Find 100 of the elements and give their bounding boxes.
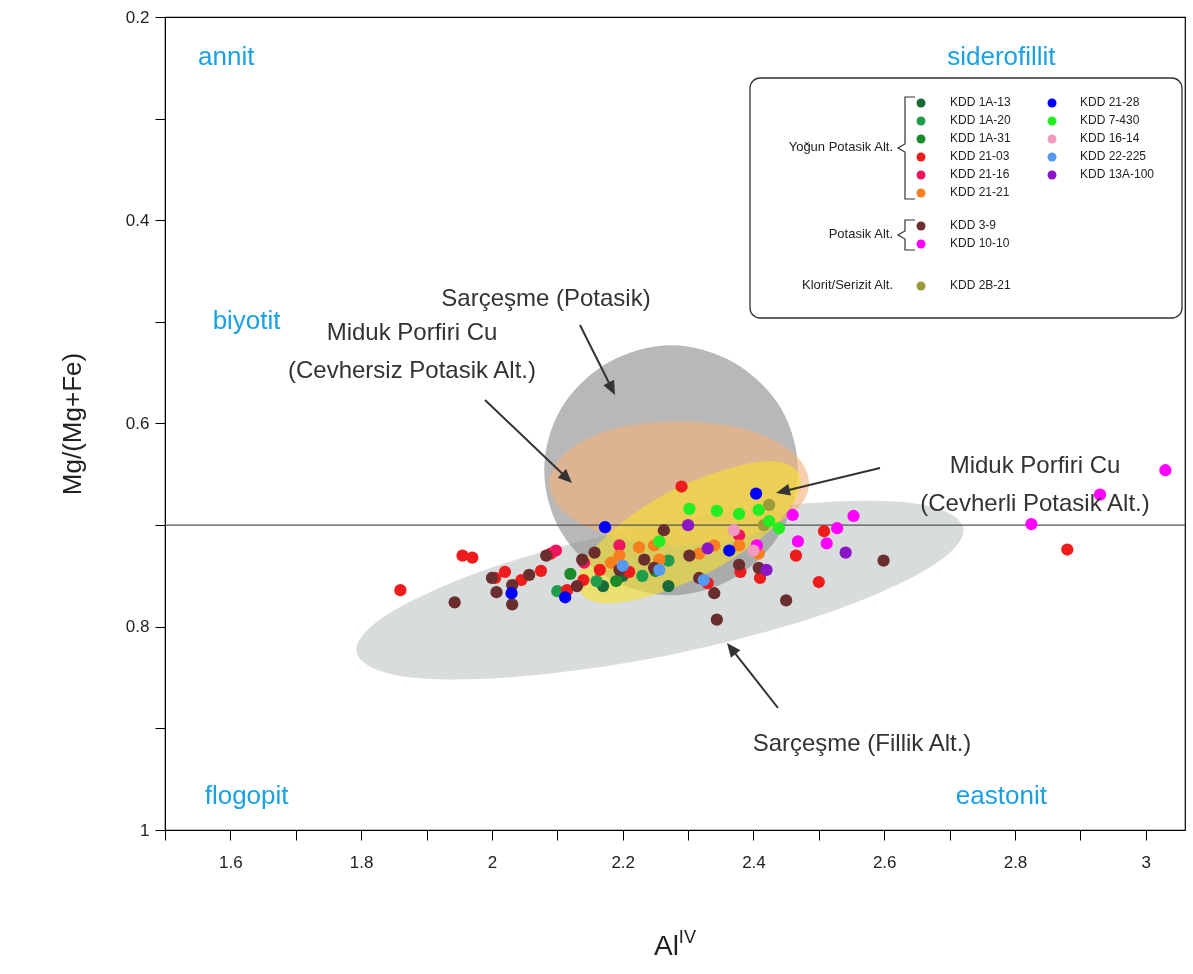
- point: [749, 487, 763, 500]
- point: [1061, 543, 1074, 556]
- legend-label: KDD 7-430: [1080, 113, 1140, 128]
- point: [772, 522, 786, 535]
- legend-label: KDD 21-28: [1080, 95, 1140, 110]
- y-tick-label: 0.6: [125, 414, 150, 433]
- point: [613, 549, 626, 562]
- point: [490, 586, 503, 599]
- annotation: Miduk Porfiri Cu (Cevherli Potasik Alt.): [920, 451, 1150, 517]
- x-tick-label: 2.2: [611, 852, 636, 872]
- annotation: Yoğun Potasik Alt.: [788, 139, 893, 155]
- point: [653, 535, 666, 548]
- y-tick-label: 0.2: [125, 7, 150, 27]
- point: [1025, 518, 1038, 531]
- point: [448, 596, 461, 609]
- legend-label: KDD 21-21: [950, 185, 1010, 200]
- legend-label: KDD 1A-31: [950, 131, 1012, 146]
- point: [505, 587, 518, 600]
- point: [604, 556, 618, 569]
- point: [534, 564, 548, 577]
- point: [466, 551, 479, 564]
- point: [789, 549, 803, 562]
- point: [812, 575, 825, 589]
- point: [523, 568, 536, 582]
- annotation: eastonit: [955, 780, 1048, 811]
- legend-label: KDD 16-14: [1080, 131, 1140, 146]
- point: [549, 544, 563, 557]
- point: [1159, 464, 1172, 477]
- x-tick-label: 1.6: [219, 852, 243, 872]
- point: [485, 571, 499, 585]
- point: [590, 574, 603, 588]
- point: [613, 539, 626, 552]
- point: [763, 514, 776, 528]
- point: [831, 522, 844, 535]
- legend-label: KDD 21-03: [950, 149, 1010, 164]
- point: [847, 509, 860, 523]
- point: [598, 521, 612, 534]
- x-tick-label: 2.8: [1003, 852, 1028, 872]
- y-axis-title: Mg/(Mg+Fe): [56, 352, 87, 496]
- point: [636, 569, 649, 583]
- point: [593, 563, 606, 576]
- legend-label: KDD 21-16: [950, 167, 1010, 182]
- point: [727, 524, 740, 537]
- annotation: Sarçeşme (Fillik Alt.): [752, 729, 972, 757]
- point: [683, 502, 696, 515]
- point: [610, 574, 623, 588]
- point: [683, 549, 696, 562]
- point: [710, 504, 723, 518]
- y-tick-label: 0.8: [125, 617, 150, 637]
- point: [697, 573, 710, 587]
- legend-label: KDD 2B-21: [950, 278, 1012, 293]
- point: [701, 542, 714, 555]
- annotation: biyotit: [212, 304, 282, 335]
- x-tick-label: 2.4: [742, 852, 766, 872]
- point: [681, 519, 695, 532]
- x-tick-label: 3: [1141, 852, 1151, 872]
- legend-label: KDD 22-225: [1080, 149, 1147, 164]
- point: [791, 535, 805, 548]
- point: [732, 507, 746, 521]
- point: [780, 594, 793, 607]
- point: [786, 508, 799, 522]
- point: [763, 498, 776, 511]
- point: [632, 541, 646, 554]
- point: [662, 579, 675, 593]
- annotation: Miduk Porfiri Cu (Cevhersiz Potasik Alt.): [287, 318, 537, 384]
- x-axis-title: Al$^{IV}$: [653, 926, 697, 962]
- legend-label: KDD 10-10: [950, 236, 1010, 251]
- annotation: annit: [198, 40, 256, 71]
- point: [732, 539, 746, 552]
- point: [752, 503, 765, 516]
- point: [839, 546, 852, 559]
- point: [498, 565, 512, 578]
- legend-label: KDD 3-9: [950, 218, 997, 233]
- point: [616, 559, 629, 572]
- point: [877, 554, 890, 567]
- annotation: Sarçeşme (Potasik): [441, 284, 651, 312]
- annotation: Klorit/Serizit Alt.: [801, 277, 893, 293]
- point: [747, 544, 760, 557]
- y-tick-label: 1: [140, 820, 150, 840]
- annotation: siderofillit: [947, 40, 1057, 71]
- x-tick-label: 1.8: [349, 852, 374, 872]
- point: [506, 598, 519, 611]
- point: [817, 525, 831, 538]
- annotation: Potasik Alt.: [828, 226, 893, 242]
- point: [564, 567, 577, 581]
- point: [732, 558, 746, 571]
- legend-label: KDD 13A-100: [1080, 167, 1155, 182]
- point: [675, 480, 688, 493]
- point: [708, 587, 721, 600]
- x-tick-label: 2.6: [872, 852, 897, 872]
- point: [540, 549, 553, 562]
- point: [723, 544, 736, 557]
- point: [657, 524, 671, 537]
- point: [394, 584, 407, 597]
- annotation: flogopit: [204, 780, 290, 811]
- y-tick-label: 0.4: [125, 210, 150, 230]
- point: [588, 546, 601, 559]
- point: [710, 613, 723, 626]
- point: [570, 579, 584, 593]
- legend-label: KDD 1A-20: [950, 113, 1012, 128]
